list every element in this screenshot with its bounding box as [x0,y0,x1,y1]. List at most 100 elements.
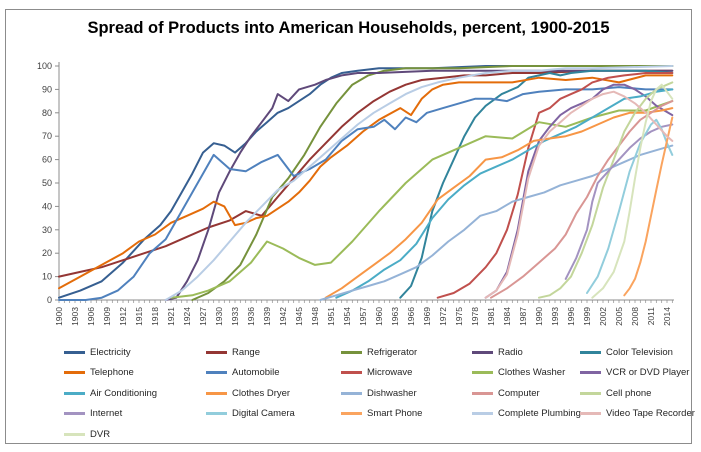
legend-swatch-radio [472,350,493,354]
legend-swatch-cell-phone [580,391,601,395]
legend-swatch-telephone [64,371,85,375]
x-tick-label: 1924 [182,307,192,326]
x-tick-label: 1909 [102,307,112,326]
x-tick-label: 1969 [422,307,432,326]
legend-item-automobile: Automobile [206,363,341,384]
legend-label: Cell phone [606,387,652,399]
legend-swatch-range [206,350,227,354]
x-tick-label: 1945 [294,307,304,326]
series-line-computer [490,100,674,299]
x-tick-label: 1960 [374,307,384,326]
legend-swatch-dishwasher [341,391,362,395]
legend-swatch-complete-plumbing [472,412,493,416]
series-line-vcr-or-dvd-player [484,83,674,299]
y-tick-label: 30 [42,225,52,235]
x-tick-label: 1936 [246,307,256,326]
legend-item-dishwasher: Dishwasher [341,383,472,404]
legend-item-color-television: Color Television [580,342,695,363]
legend-swatch-internet [64,412,85,416]
x-tick-label: 1912 [118,307,128,326]
legend-swatch-automobile [206,371,227,375]
legend-label: Electricity [90,346,131,358]
legend-label: Internet [90,408,123,420]
y-tick-label: 80 [42,108,52,118]
legend-label: Range [232,346,260,358]
legend-label: DVR [90,428,111,440]
legend-swatch-microwave [341,371,362,375]
x-tick-label: 1927 [198,307,208,326]
legend-label: Automobile [232,367,280,379]
x-tick-label: 1906 [86,307,96,326]
series-line-radio [164,69,674,301]
legend: Electricity Range Refrigerator Radio Color T… [64,342,695,445]
series-line-range [58,69,674,278]
legend-item-radio: Radio [472,342,580,363]
x-tick-label: 1963 [390,307,400,326]
series-line-automobile [58,86,674,301]
legend-swatch-air-conditioning [64,391,85,395]
x-tick-label: 1942 [278,307,288,326]
x-tick-label: 2008 [630,307,640,326]
series-line-clothes-dryer [324,107,674,299]
series-line-air-conditioning [335,88,674,299]
legend-item-smart-phone: Smart Phone [341,404,472,425]
y-tick-label: 50 [42,178,52,188]
legend-item-vcr-or-dvd-player: VCR or DVD Player [580,363,695,384]
legend-label: Telephone [90,367,134,379]
legend-swatch-refrigerator [341,350,362,354]
legend-label: Radio [498,346,523,358]
y-tick-label: 100 [37,61,52,71]
chart-title: Spread of Products into American Househo… [87,19,610,37]
chart-frame: Spread of Products into American Househo… [5,9,695,445]
legend-swatch-smart-phone [341,412,362,416]
x-tick-label: 1948 [310,307,320,326]
x-tick-label: 2011 [646,307,656,326]
legend-label: Computer [498,387,540,399]
chart-plot: 0 10 20 30 40 50 60 70 80 90 100 1900 1903 1906 1909 19… [37,61,674,326]
legend-item-range: Range [206,342,341,363]
y-tick-label: 70 [42,131,52,141]
legend-swatch-electricity [64,350,85,354]
legend-label: Smart Phone [367,408,423,420]
x-tick-label: 1915 [134,307,144,326]
legend-item-clothes-washer: Clothes Washer [472,363,580,384]
legend-label: Clothes Dryer [232,387,291,399]
series-line-microwave [436,72,674,299]
x-tick-label: 1930 [214,307,224,326]
x-tick-label: 1978 [470,307,480,326]
legend-swatch-digital-camera [206,412,227,416]
x-tick-label: 1996 [566,307,576,326]
x-tick-label: 1990 [534,307,544,326]
series-line-smart-phone [623,116,674,297]
legend-label: Dishwasher [367,387,417,399]
series-line-refrigerator [191,65,674,301]
legend-item-microwave: Microwave [341,363,472,384]
x-tick-label: 1903 [70,307,80,326]
legend-item-dvr: DVR [64,424,206,445]
legend-item-digital-camera: Digital Camera [206,404,341,425]
legend-item-refrigerator: Refrigerator [341,342,472,363]
x-tick-label: 1972 [438,307,448,326]
x-tick-label: 1975 [454,307,464,326]
x-tick-label: 2014 [662,307,672,326]
legend-swatch-clothes-dryer [206,391,227,395]
legend-swatch-computer [472,391,493,395]
series-line-internet [564,123,674,280]
legend-swatch-video-tape-recorder [580,412,601,416]
x-tick-label: 2005 [614,307,624,326]
x-tick-label: 1966 [406,307,416,326]
series-line-clothes-washer [170,100,674,299]
legend-item-cell-phone: Cell phone [580,383,695,404]
legend-swatch-dvr [64,432,85,436]
legend-swatch-vcr-or-dvd-player [580,371,601,375]
y-tick-label: 10 [42,272,52,282]
legend-item-air-conditioning: Air Conditioning [64,383,206,404]
legend-label: Clothes Washer [498,367,566,379]
y-tick-label: 60 [42,155,52,165]
legend-label: Digital Camera [232,408,295,420]
x-tick-label: 1987 [518,307,528,326]
x-tick-label: 1957 [358,307,368,326]
legend-item-clothes-dryer: Clothes Dryer [206,383,341,404]
x-tick-label: 1954 [342,307,352,326]
series-line-dvr [591,83,674,299]
